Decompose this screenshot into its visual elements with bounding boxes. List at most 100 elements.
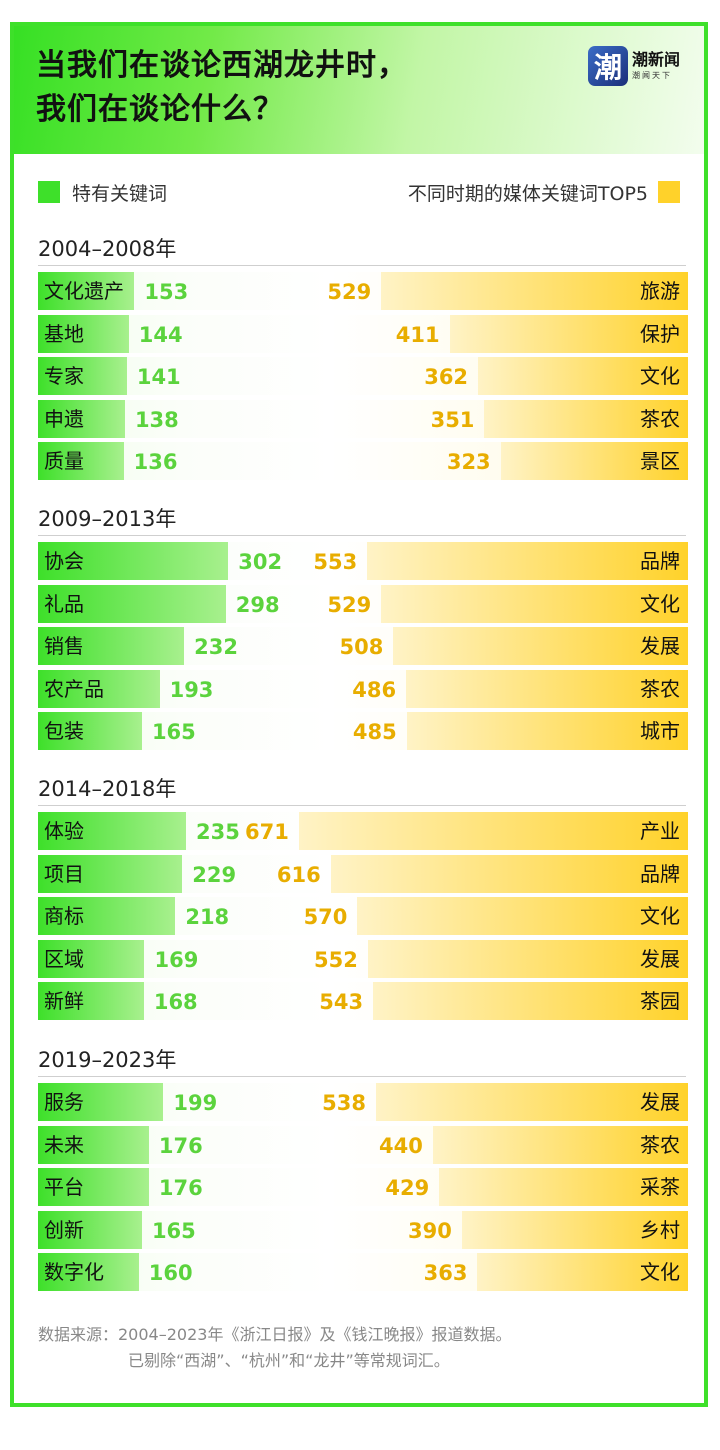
- legend-unique-keywords: 特有关键词: [38, 176, 167, 208]
- keyword-row: 销售 232 发展 508: [38, 627, 688, 665]
- top5-keyword-value: 552: [314, 947, 358, 972]
- top5-keyword-value: 570: [303, 905, 348, 929]
- period-section: 2019–2023年服务 199 发展 538 未来 176 茶农 440 平台 176 采茶 429…: [14, 1045, 704, 1295]
- top5-keyword-value: 538: [322, 1091, 366, 1115]
- top5-keyword-label: 品牌: [640, 549, 680, 573]
- top5-keyword-bar: [367, 542, 688, 580]
- top5-keyword-value: 323: [446, 450, 491, 474]
- top5-keyword-label: 文化: [640, 904, 680, 928]
- unique-keyword-label: 新鲜: [44, 989, 84, 1013]
- keyword-row: 农产品 193 茶农 486: [38, 669, 688, 708]
- unique-keyword-bar: [38, 542, 229, 580]
- period-rows: 服务 199 发展 538 未来 176 茶农 440 平台 176 采茶 429 创新 165 乡村 390…: [38, 1083, 688, 1296]
- page-title: 当我们在谈论西湖龙井时， 我们在谈论什么？: [36, 44, 408, 132]
- title-line-2: 我们在谈论什么？: [36, 92, 284, 127]
- period-label: 2019–2023年: [38, 1048, 177, 1072]
- keyword-row: 数字化 160 文化 363: [38, 1253, 688, 1291]
- top5-keyword-value: 543: [319, 990, 364, 1014]
- unique-keyword-value: 153: [144, 280, 189, 304]
- unique-keyword-value: 160: [148, 1261, 193, 1285]
- unique-keyword-bar: [38, 314, 129, 353]
- brand-logo: 潮 潮新闻 潮闻天下: [588, 46, 680, 86]
- unique-keyword-bar: [38, 357, 127, 395]
- top5-keyword-bar: [298, 812, 688, 850]
- top5-keyword-label: 茶农: [640, 1132, 680, 1157]
- top5-keyword-bar: [381, 272, 688, 310]
- unique-keyword-value: 141: [136, 365, 181, 389]
- top5-keyword-label: 发展: [640, 946, 680, 971]
- legend-right-label: 不同时期的媒体关键词TOP5: [407, 182, 648, 205]
- unique-keyword-label: 商标: [44, 904, 84, 928]
- unique-keyword-label: 礼品: [44, 591, 84, 616]
- unique-keyword-label: 包装: [44, 719, 84, 743]
- top5-keyword-bar: [484, 399, 688, 438]
- unique-keyword-bar: [38, 1125, 149, 1164]
- unique-keyword-bar: [38, 854, 183, 893]
- period-label: 2014–2018年: [38, 777, 177, 801]
- period-label: 2004–2008年: [38, 237, 177, 261]
- unique-keyword-bar: [38, 939, 145, 978]
- source-note-2: 已剔除“西湖”、“杭州”和“龙井”等常规词汇。: [128, 1351, 450, 1370]
- unique-keyword-label: 文化遗产: [44, 279, 124, 303]
- keyword-row: 创新 165 乡村 390: [38, 1210, 688, 1249]
- keyword-row: 礼品 298 文化 529: [38, 584, 688, 623]
- keyword-row: 协会 302 品牌 553: [38, 542, 688, 580]
- top5-keyword-bar: [373, 982, 688, 1020]
- logo-name: 潮新闻: [632, 50, 681, 69]
- unique-keyword-value: 144: [138, 322, 183, 347]
- top5-keyword-bar: [330, 854, 688, 893]
- top5-keyword-value: 390: [407, 1218, 452, 1243]
- top5-keyword-value: 362: [424, 365, 469, 389]
- top5-keyword-bar: [375, 1083, 688, 1121]
- unique-keyword-bar: [38, 712, 142, 750]
- top5-keyword-label: 文化: [640, 364, 680, 388]
- unique-keyword-value: 168: [153, 990, 198, 1014]
- unique-keyword-label: 体验: [44, 819, 84, 843]
- top5-keyword-value: 363: [423, 1261, 468, 1285]
- unique-keyword-label: 未来: [44, 1132, 84, 1157]
- legend-left-label: 特有关键词: [72, 182, 168, 205]
- top5-keyword-value: 671: [244, 820, 289, 844]
- top5-keyword-value: 440: [378, 1133, 423, 1158]
- keyword-row: 商标 218 文化 570: [38, 897, 688, 935]
- unique-keyword-label: 基地: [44, 321, 84, 346]
- top5-keyword-label: 文化: [640, 1260, 680, 1284]
- top5-keyword-label: 产业: [640, 819, 680, 843]
- period-section: 2014–2018年 体验 235 产业 671 项目 229 品牌 616 商标 218 文化 570…: [14, 774, 704, 1024]
- top5-keyword-bar: [393, 627, 688, 665]
- unique-keyword-label: 农产品: [44, 676, 104, 701]
- unique-keyword-bar: [38, 1168, 149, 1206]
- top5-keyword-label: 茶园: [640, 989, 680, 1013]
- top5-keyword-value: 411: [395, 322, 440, 347]
- unique-keyword-label: 服务: [44, 1090, 84, 1114]
- unique-keyword-value: 138: [134, 407, 179, 432]
- unique-keyword-bar: [38, 812, 187, 850]
- top5-keyword-label: 保护: [640, 321, 680, 346]
- top5-keyword-bar: [461, 1210, 688, 1249]
- unique-keyword-bar: [38, 627, 185, 665]
- unique-keyword-value: 176: [158, 1176, 203, 1200]
- top5-keyword-value: 486: [352, 677, 397, 702]
- top5-keyword-label: 文化: [640, 591, 680, 616]
- unique-keyword-label: 质量: [44, 449, 84, 473]
- top5-keyword-label: 乡村: [640, 1217, 680, 1242]
- top5-keyword-bar: [406, 712, 688, 750]
- keyword-row: 平台 176 采茶 429: [38, 1168, 688, 1206]
- unique-keyword-bar: [38, 897, 176, 935]
- top5-keyword-bar: [477, 1253, 688, 1291]
- period-rows: 文化遗产 153 旅游 529 基地 144 保护 411 专家 141 文化 362 申遗 138 茶农 3…: [38, 272, 688, 485]
- header-banner: 当我们在谈论西湖龙井时， 我们在谈论什么？ 潮 潮新闻 潮闻天下: [14, 26, 704, 154]
- unique-keyword-label: 数字化: [44, 1260, 104, 1284]
- unique-keyword-label: 创新: [44, 1217, 84, 1242]
- top5-keyword-value: 508: [339, 635, 384, 659]
- unique-keyword-bar: [38, 1253, 139, 1291]
- unique-keyword-label: 协会: [44, 549, 84, 573]
- top5-keyword-label: 城市: [640, 719, 680, 743]
- period-divider: [38, 1076, 686, 1077]
- unique-keyword-value: 232: [194, 635, 238, 659]
- period-rows: 体验 235 产业 671 项目 229 品牌 616 商标 218 文化 570 区域 169 发展 552…: [38, 812, 688, 1025]
- unique-keyword-bar: [38, 1210, 142, 1249]
- keyword-row: 基地 144 保护 411: [38, 314, 688, 353]
- source-note: 数据来源：2004–2023年《浙江日报》及《钱江晚报》报道数据。: [38, 1325, 512, 1344]
- keyword-row: 服务 199 发展 538: [38, 1083, 688, 1121]
